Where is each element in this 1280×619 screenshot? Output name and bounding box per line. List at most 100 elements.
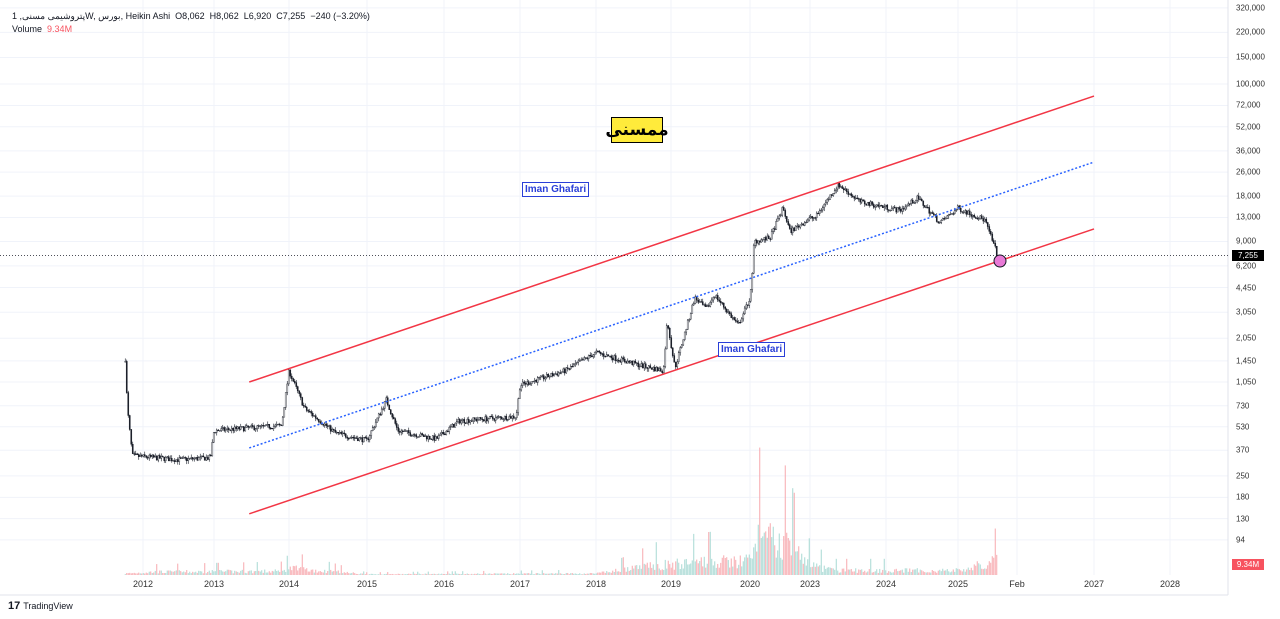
candle: [307, 410, 310, 412]
candle: [230, 427, 233, 431]
candle: [971, 215, 974, 217]
candle: [667, 325, 670, 329]
candle: [704, 304, 707, 307]
channel-middle-line: [249, 161, 1095, 449]
candle: [247, 425, 250, 428]
candle: [862, 199, 865, 202]
candle: [214, 431, 217, 434]
candle: [286, 383, 289, 393]
candle: [841, 186, 844, 189]
symbol-label[interactable]: پتروشیمی مسنی, 1W, بورس, Heikin Ashi: [12, 11, 171, 21]
candle: [844, 188, 847, 191]
candle: [892, 206, 895, 209]
candle: [560, 371, 563, 373]
candle: [356, 438, 359, 441]
candle: [185, 457, 188, 462]
candle: [559, 372, 562, 374]
candle: [845, 188, 848, 192]
candle: [311, 412, 314, 417]
candle: [406, 430, 409, 432]
candle: [568, 368, 571, 370]
candle: [196, 457, 199, 461]
candle: [266, 424, 269, 426]
candle: [227, 428, 230, 430]
candle: [361, 437, 364, 443]
candle: [617, 360, 620, 362]
candle: [979, 215, 982, 219]
candle: [299, 393, 302, 398]
candle: [709, 301, 712, 307]
candle: [358, 437, 361, 441]
candle: [431, 435, 434, 440]
candle: [653, 367, 656, 372]
candle: [962, 211, 965, 214]
x-tick-label: 2023: [799, 579, 821, 589]
candle: [509, 416, 512, 419]
candle: [605, 354, 608, 358]
candle: [700, 301, 703, 303]
candle: [518, 389, 521, 399]
candle: [472, 417, 475, 422]
y-tick-label: 72,000: [1236, 100, 1261, 110]
candle: [896, 207, 899, 213]
candle: [163, 456, 166, 461]
candle: [389, 409, 392, 414]
candle: [506, 419, 509, 421]
candle: [301, 397, 304, 406]
candle: [140, 455, 143, 457]
candle: [688, 318, 691, 321]
candle: [137, 454, 140, 457]
candle: [788, 224, 791, 229]
candle: [778, 215, 781, 219]
candle: [451, 424, 454, 427]
candle: [662, 366, 665, 374]
candle: [211, 442, 214, 457]
tradingview-logo[interactable]: 17 TradingView: [8, 600, 73, 612]
candle: [685, 329, 688, 333]
candle: [394, 418, 397, 424]
candle: [182, 457, 185, 459]
candle: [502, 418, 505, 420]
candle: [773, 228, 776, 230]
author-note[interactable]: Iman Ghafari: [522, 182, 590, 197]
candle: [370, 430, 373, 436]
candle: [736, 320, 739, 323]
candle: [811, 216, 814, 219]
candle: [751, 273, 754, 290]
candle: [658, 368, 661, 371]
candle: [697, 299, 700, 303]
candle: [542, 375, 545, 380]
volume-label[interactable]: Volume: [12, 24, 43, 34]
candle: [976, 217, 979, 220]
candle: [646, 367, 649, 369]
candle: [149, 454, 152, 457]
candle: [769, 238, 772, 240]
candle: [656, 367, 659, 371]
candle: [910, 199, 913, 205]
candle: [125, 361, 128, 393]
candle: [434, 436, 437, 441]
x-tick-label: 2020: [739, 579, 761, 589]
candle: [256, 425, 259, 429]
candle: [838, 182, 841, 188]
candle: [139, 455, 142, 457]
candle: [424, 435, 427, 437]
candle: [551, 373, 554, 377]
candle: [593, 351, 596, 355]
candle: [446, 430, 449, 433]
candle: [161, 456, 164, 458]
author-note[interactable]: Iman Ghafari: [718, 342, 786, 357]
candle: [692, 303, 695, 306]
candle: [511, 415, 514, 419]
candle: [232, 427, 235, 431]
symbol-sticker[interactable]: ممسنی: [605, 117, 669, 143]
candle: [740, 318, 743, 323]
open-value: O8,062: [175, 11, 205, 21]
candle: [218, 430, 221, 432]
candle: [991, 233, 994, 241]
touch-marker: [993, 254, 1007, 268]
y-tick-label: 320,000: [1236, 3, 1265, 13]
candle: [968, 210, 971, 215]
candle: [532, 380, 535, 383]
